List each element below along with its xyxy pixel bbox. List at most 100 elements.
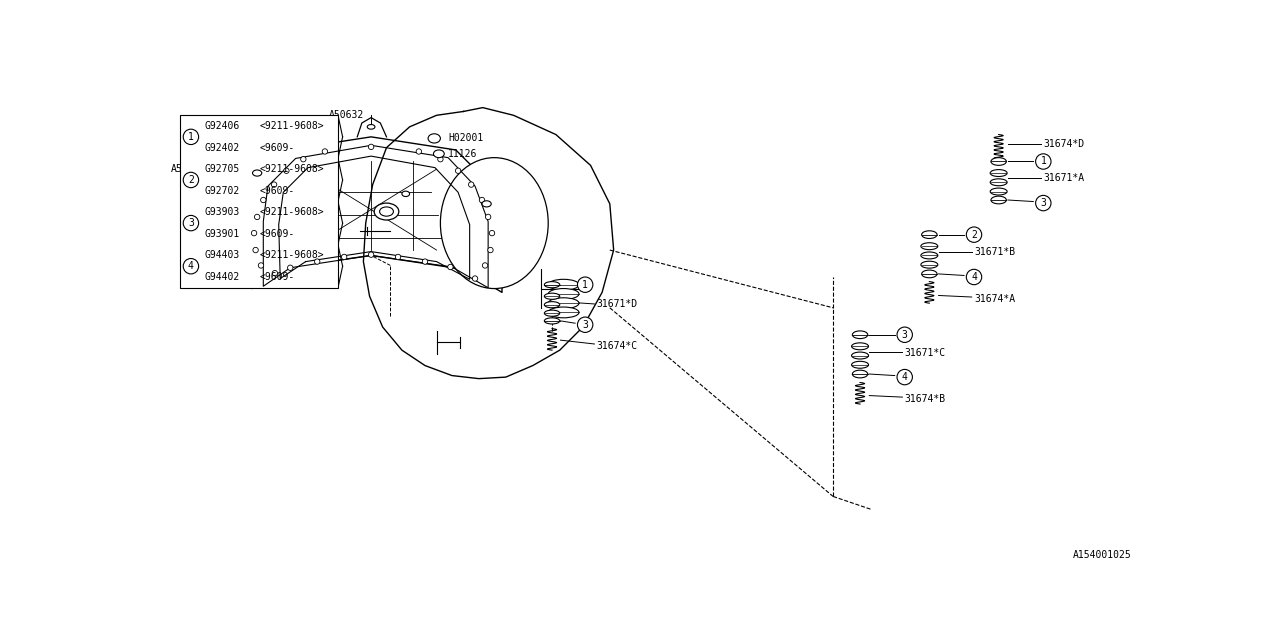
Text: <9211-9608>: <9211-9608> (260, 207, 324, 218)
Text: <9609-: <9609- (260, 272, 294, 282)
Text: H02001: H02001 (448, 133, 484, 143)
Text: 1: 1 (582, 280, 588, 290)
Circle shape (253, 247, 259, 253)
Text: A50632: A50632 (512, 203, 548, 212)
Bar (180, 115, 338, 288)
Ellipse shape (380, 207, 393, 216)
Text: 31674*C: 31674*C (596, 340, 637, 351)
Text: 31671*B: 31671*B (974, 247, 1015, 257)
Text: 31671*A: 31671*A (1043, 173, 1084, 184)
Text: 31392: 31392 (512, 234, 541, 243)
Circle shape (251, 230, 257, 236)
Text: 3: 3 (902, 330, 908, 340)
Circle shape (897, 369, 913, 385)
Circle shape (416, 148, 421, 154)
Circle shape (468, 182, 474, 188)
Ellipse shape (922, 231, 937, 239)
Text: 31674*B: 31674*B (905, 394, 946, 404)
Text: 4: 4 (972, 272, 977, 282)
Ellipse shape (544, 310, 559, 316)
Text: G92402: G92402 (204, 143, 239, 152)
Ellipse shape (851, 352, 869, 359)
Ellipse shape (920, 243, 938, 250)
Text: 31671*C: 31671*C (905, 348, 946, 358)
Text: <9609-: <9609- (260, 186, 294, 196)
Ellipse shape (991, 179, 1007, 186)
Text: G94403: G94403 (204, 250, 239, 260)
Text: <9211-9608>: <9211-9608> (260, 121, 324, 131)
Text: 4: 4 (902, 372, 908, 382)
Circle shape (183, 129, 198, 145)
Ellipse shape (548, 289, 579, 300)
Text: 31674*A: 31674*A (974, 294, 1015, 303)
Ellipse shape (991, 188, 1007, 195)
Circle shape (422, 259, 428, 264)
Circle shape (323, 148, 328, 154)
Ellipse shape (548, 279, 579, 290)
Text: 31671*D: 31671*D (596, 299, 637, 309)
Circle shape (255, 214, 260, 220)
Circle shape (183, 259, 198, 274)
Text: 31397: 31397 (191, 218, 220, 228)
Text: 31390: 31390 (191, 188, 220, 197)
Ellipse shape (991, 157, 1006, 165)
Polygon shape (364, 108, 613, 379)
Circle shape (456, 168, 461, 173)
Text: 3: 3 (582, 320, 588, 330)
Circle shape (577, 317, 593, 332)
Circle shape (1036, 154, 1051, 169)
Circle shape (315, 259, 320, 264)
Circle shape (183, 172, 198, 188)
Circle shape (271, 182, 276, 188)
Circle shape (259, 263, 264, 268)
Text: G93903: G93903 (204, 207, 239, 218)
Ellipse shape (922, 270, 937, 278)
Text: 1: 1 (188, 132, 193, 142)
Circle shape (342, 254, 347, 260)
Text: 3: 3 (1041, 198, 1046, 208)
Circle shape (479, 197, 485, 203)
Polygon shape (252, 137, 502, 292)
Ellipse shape (544, 301, 559, 308)
Circle shape (448, 264, 453, 269)
Ellipse shape (428, 134, 440, 143)
Text: A50632: A50632 (172, 164, 206, 174)
Text: <9211-9608>: <9211-9608> (260, 250, 324, 260)
Ellipse shape (991, 170, 1007, 177)
Circle shape (183, 216, 198, 231)
Ellipse shape (920, 261, 938, 268)
Ellipse shape (851, 343, 869, 350)
Circle shape (273, 271, 278, 276)
Text: 2: 2 (972, 230, 977, 239)
Circle shape (288, 265, 293, 271)
Circle shape (489, 230, 494, 236)
Text: 2: 2 (188, 175, 193, 185)
Ellipse shape (252, 170, 262, 176)
Ellipse shape (367, 125, 375, 129)
Ellipse shape (374, 203, 399, 220)
Circle shape (485, 214, 490, 220)
Circle shape (301, 157, 306, 162)
Text: G93901: G93901 (204, 229, 239, 239)
Circle shape (261, 197, 266, 203)
Circle shape (1036, 195, 1051, 211)
Text: 1: 1 (1041, 157, 1046, 166)
Text: 11126: 11126 (448, 148, 477, 159)
Text: G92705: G92705 (204, 164, 239, 174)
Circle shape (284, 168, 289, 173)
Text: <9609-: <9609- (260, 143, 294, 152)
Ellipse shape (440, 157, 548, 289)
Circle shape (396, 254, 401, 260)
Text: A154001025: A154001025 (1073, 550, 1132, 561)
Circle shape (369, 144, 374, 150)
Text: G92702: G92702 (204, 186, 239, 196)
Text: 3: 3 (188, 218, 193, 228)
Circle shape (483, 263, 488, 268)
Circle shape (897, 327, 913, 342)
Circle shape (472, 276, 477, 281)
Ellipse shape (544, 293, 559, 300)
Ellipse shape (483, 201, 492, 207)
Ellipse shape (544, 318, 559, 324)
Text: A50632: A50632 (329, 110, 364, 120)
Ellipse shape (920, 252, 938, 259)
